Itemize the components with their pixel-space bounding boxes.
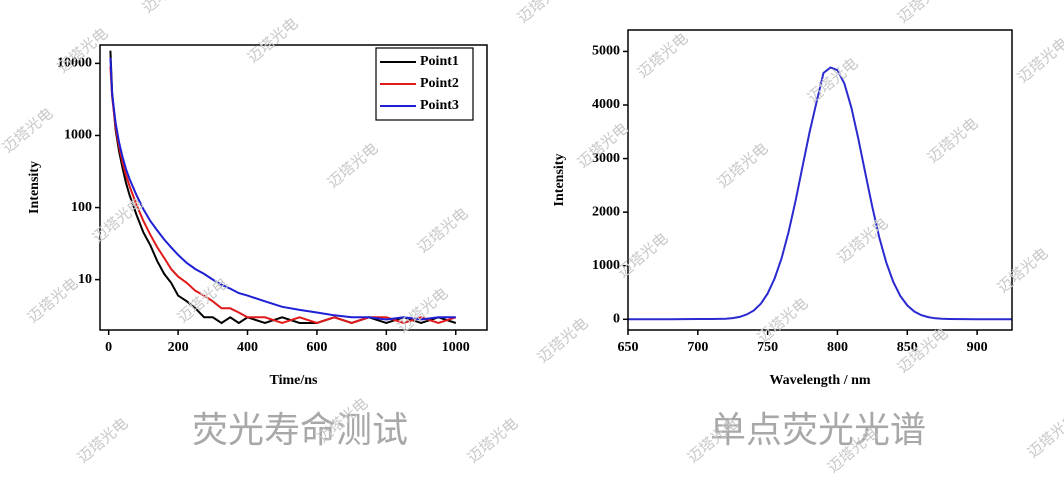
x-tick-label: 800 <box>376 340 397 355</box>
legend-label: Point2 <box>420 76 459 91</box>
watermark: 迈塔光电 <box>924 114 982 166</box>
x-tick-label: 850 <box>897 340 918 355</box>
y-tick-label: 1000 <box>64 128 92 143</box>
caption: 荧光寿命测试 <box>192 410 408 451</box>
y-tick-label: 4000 <box>592 97 620 112</box>
y-axis-label: Intensity <box>27 161 42 214</box>
x-tick-label: 200 <box>168 340 189 355</box>
watermark: 迈塔光电 <box>244 14 302 66</box>
watermark: 迈塔光电 <box>139 0 197 17</box>
watermark: 迈塔光电 <box>514 0 572 27</box>
x-tick-label: 800 <box>827 340 848 355</box>
y-tick-label: 5000 <box>592 44 620 59</box>
x-tick-label: 900 <box>967 340 988 355</box>
y-tick-label: 100 <box>71 200 92 215</box>
watermark: 迈塔光电 <box>714 139 772 191</box>
legend-label: Point1 <box>420 54 459 69</box>
x-tick-label: 1000 <box>442 340 470 355</box>
legend-label: Point3 <box>420 98 459 113</box>
caption: 单点荧光光谱 <box>710 410 926 451</box>
watermark: 迈塔光电 <box>324 139 382 191</box>
plot-frame <box>627 29 1013 331</box>
x-tick-label: 750 <box>757 340 778 355</box>
watermark: 迈塔光电 <box>894 0 952 27</box>
y-tick-label: 0 <box>613 312 620 327</box>
watermark: 迈塔光电 <box>634 29 692 81</box>
watermark: 迈塔光电 <box>834 214 892 266</box>
x-tick-label: 600 <box>306 340 327 355</box>
watermark: 迈塔光电 <box>614 229 672 281</box>
watermark: 迈塔光电 <box>0 104 56 156</box>
y-tick-label: 10 <box>78 272 92 287</box>
y-tick-label: 3000 <box>592 151 620 166</box>
plot-frame <box>99 44 488 331</box>
data-line <box>109 57 456 321</box>
watermark: 迈塔光电 <box>174 274 232 326</box>
y-axis-label: Intensity <box>552 154 567 207</box>
x-tick-label: 400 <box>237 340 258 355</box>
y-tick-label: 10000 <box>57 56 92 71</box>
y-tick-label: 1000 <box>592 258 620 273</box>
watermark: 迈塔光电 <box>1024 409 1064 461</box>
data-line <box>628 66 1012 321</box>
x-tick-label: 0 <box>105 340 112 355</box>
x-tick-label: 700 <box>687 340 708 355</box>
x-tick-label: 650 <box>618 340 639 355</box>
watermark: 迈塔光电 <box>414 204 472 256</box>
watermark: 迈塔光电 <box>74 414 132 466</box>
watermark: 迈塔光电 <box>804 54 862 106</box>
y-tick-label: 2000 <box>592 204 620 219</box>
x-axis-label: Wavelength / nm <box>769 373 870 388</box>
watermark: 迈塔光电 <box>464 414 522 466</box>
watermark: 迈塔光电 <box>394 284 452 336</box>
x-axis-label: Time/ns <box>270 373 319 388</box>
data-line <box>109 66 457 325</box>
watermark: 迈塔光电 <box>994 244 1052 296</box>
watermark: 迈塔光电 <box>24 274 82 326</box>
watermark: 迈塔光电 <box>534 314 592 366</box>
watermark: 迈塔光电 <box>1014 34 1064 86</box>
